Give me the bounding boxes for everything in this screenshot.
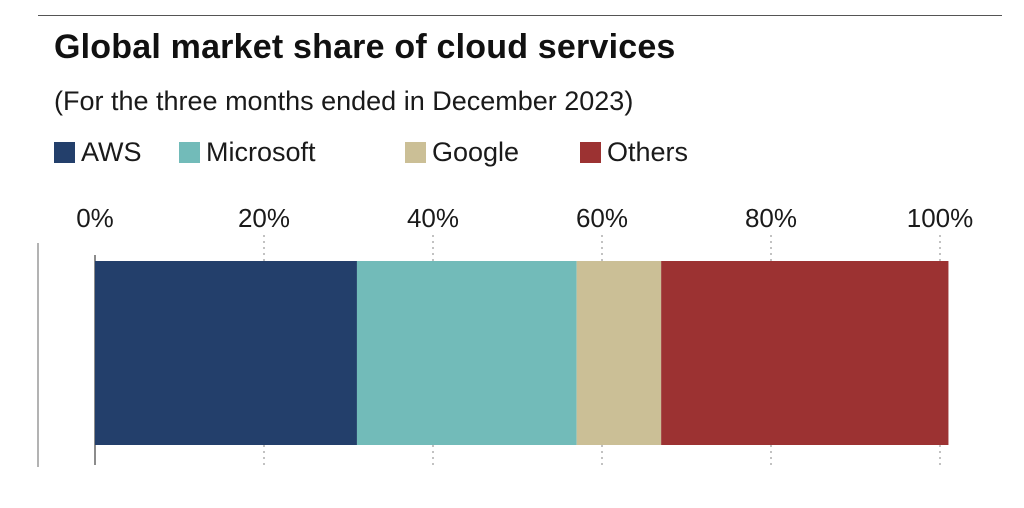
legend-swatch-others bbox=[580, 141, 601, 163]
legend-label-aws: AWS bbox=[81, 136, 142, 167]
bar-segment-google bbox=[576, 261, 662, 445]
bar-segment-aws bbox=[95, 261, 357, 445]
chart-title: Global market share of cloud services bbox=[54, 28, 676, 66]
legend-swatch-google bbox=[405, 141, 426, 163]
legend-item-others: Others bbox=[580, 136, 688, 168]
x-tick-label-60: 60% bbox=[576, 203, 628, 233]
legend-label-microsoft: Microsoft bbox=[206, 136, 316, 167]
top-rule bbox=[38, 15, 1002, 16]
x-tick-label-40: 40% bbox=[407, 203, 459, 233]
x-tick-label-100: 100% bbox=[907, 203, 974, 233]
legend-item-microsoft: Microsoft bbox=[179, 136, 316, 168]
x-tick-label-80: 80% bbox=[745, 203, 797, 233]
legend-label-others: Others bbox=[607, 136, 689, 167]
legend-swatch-aws bbox=[54, 141, 75, 163]
x-tick-label-0: 0% bbox=[76, 203, 114, 233]
stacked-bar-chart: 0% 20% 40% 60% 80% 100% bbox=[37, 203, 974, 467]
x-tick-label-20: 20% bbox=[238, 203, 290, 233]
legend-item-google: Google bbox=[405, 136, 519, 168]
bar-segment-others bbox=[661, 261, 949, 445]
chart-subtitle: (For the three months ended in December … bbox=[54, 86, 634, 116]
legend-swatch-microsoft bbox=[179, 141, 200, 163]
legend-item-aws: AWS bbox=[54, 136, 142, 168]
legend-label-google: Google bbox=[432, 136, 520, 167]
bar-segment-microsoft bbox=[356, 261, 577, 445]
